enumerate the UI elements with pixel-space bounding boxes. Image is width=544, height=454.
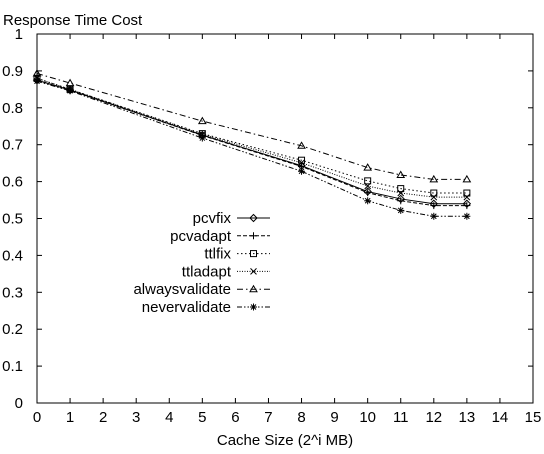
- y-tick-label: 0.8: [2, 100, 23, 117]
- legend-label: nevervalidate: [142, 299, 231, 316]
- data-point-alwaysvalidate: [32, 68, 42, 77]
- y-tick-label: 0.2: [2, 321, 23, 338]
- data-point-alwaysvalidate: [297, 141, 306, 149]
- data-point-ttlfix: [463, 189, 471, 197]
- legend-label: ttladapt: [182, 263, 232, 280]
- data-point-nevervalidate: [198, 134, 206, 142]
- x-tick-label: 8: [297, 409, 305, 426]
- y-tick-label: 0.6: [2, 174, 23, 191]
- data-point-nevervalidate: [430, 212, 438, 220]
- data-point-ttlfix: [430, 189, 438, 197]
- series-line-ttladapt: [36, 77, 467, 198]
- x-tick-label: 7: [264, 409, 272, 426]
- plot-frame: [36, 33, 534, 404]
- x-tick-label: 13: [459, 409, 476, 426]
- series-alwaysvalidate: [32, 68, 472, 183]
- series-line-nevervalidate: [36, 80, 467, 217]
- legend-marker: [249, 213, 258, 223]
- series-nevervalidate: [33, 77, 471, 220]
- x-tick-label: 15: [525, 409, 542, 426]
- x-tick-label: 14: [492, 409, 509, 426]
- data-point-alwaysvalidate: [396, 170, 406, 178]
- data-point-pcvadapt: [430, 202, 438, 210]
- series-ttladapt: [33, 74, 471, 201]
- y-tick-label: 0.5: [2, 211, 23, 228]
- legend-item-ttladapt: ttladapt: [182, 263, 270, 280]
- data-point-nevervalidate: [397, 206, 405, 214]
- data-point-ttladapt: [430, 193, 438, 201]
- axis-ticks: 0 1 2 3 4 5 6 7 8 9 10 11 12 13 14 1500.10.20.30.40.50.…: [2, 26, 541, 426]
- data-point-nevervalidate: [66, 87, 74, 95]
- x-tick-label: 11: [393, 409, 409, 426]
- x-tick-label: 5: [198, 409, 206, 426]
- data-point-ttladapt: [364, 182, 372, 190]
- x-axis-title: Cache Size (2^i MB): [217, 432, 353, 449]
- series-line-ttlfix: [36, 77, 467, 194]
- legend-label: pcvadapt: [170, 228, 232, 245]
- data-point-nevervalidate: [298, 167, 306, 175]
- legend-item-ttlfix: ttlfix: [204, 246, 270, 263]
- x-tick-label: 10: [359, 409, 376, 426]
- y-tick-label: 0.3: [2, 284, 23, 301]
- x-tick-label: 1: [66, 409, 74, 426]
- data-point-alwaysvalidate: [363, 163, 373, 171]
- data-point-alwaysvalidate: [462, 174, 472, 183]
- legend-item-pcvfix: pcvfix: [193, 210, 270, 227]
- legend-marker: [250, 250, 257, 258]
- legend-item-alwaysvalidate: alwaysvalidate: [133, 281, 270, 298]
- data-point-ttlfix: [364, 177, 372, 185]
- series-pcvfix: [32, 75, 472, 208]
- data-point-alwaysvalidate: [429, 174, 439, 183]
- x-tick-label: 9: [330, 409, 338, 426]
- x-tick-label: 2: [99, 409, 107, 426]
- y-tick-label: 0.1: [2, 358, 23, 375]
- x-tick-label: 4: [165, 409, 173, 426]
- x-tick-label: 3: [132, 409, 140, 426]
- series-line-alwaysvalidate: [36, 73, 467, 180]
- data-point-ttlfix: [397, 185, 405, 193]
- data-point-nevervalidate: [33, 77, 41, 85]
- series-line-pcvadapt: [36, 79, 467, 207]
- y-tick-label: 0: [15, 395, 23, 412]
- legend-marker: [250, 268, 257, 275]
- data-point-ttladapt: [463, 193, 471, 201]
- data-point-ttladapt: [397, 189, 405, 197]
- legend-marker: [250, 303, 257, 311]
- legend-item-pcvadapt: pcvadapt: [170, 228, 270, 245]
- y-tick-label: 0.7: [2, 137, 23, 154]
- data-point-nevervalidate: [364, 197, 372, 205]
- legend-label: pcvfix: [193, 210, 232, 227]
- data-point-nevervalidate: [463, 212, 471, 220]
- x-tick-label: 6: [231, 409, 239, 426]
- legend-marker: [249, 284, 258, 293]
- y-tick-label: 0.9: [2, 63, 23, 80]
- x-tick-label: 12: [425, 409, 442, 426]
- data-point-ttladapt: [298, 159, 305, 167]
- y-tick-label: 1: [15, 26, 23, 43]
- legend-label: alwaysvalidate: [133, 281, 231, 298]
- x-tick-label: 0: [33, 409, 41, 426]
- series-layer: [32, 68, 472, 220]
- legend: pcvfixpcvadaptttlfixttladaptalwaysvalida…: [133, 210, 270, 316]
- legend-item-nevervalidate: nevervalidate: [142, 299, 270, 316]
- legend-label: ttlfix: [204, 246, 231, 263]
- data-point-alwaysvalidate: [65, 78, 75, 87]
- data-point-pcvadapt: [463, 202, 471, 210]
- legend-marker: [250, 232, 257, 240]
- data-point-alwaysvalidate: [197, 116, 207, 125]
- y-axis-title: Response Time Cost: [3, 12, 143, 29]
- data-point-pcvadapt: [397, 197, 405, 205]
- data-point-pcvadapt: [364, 189, 372, 197]
- y-tick-label: 0.4: [2, 247, 23, 264]
